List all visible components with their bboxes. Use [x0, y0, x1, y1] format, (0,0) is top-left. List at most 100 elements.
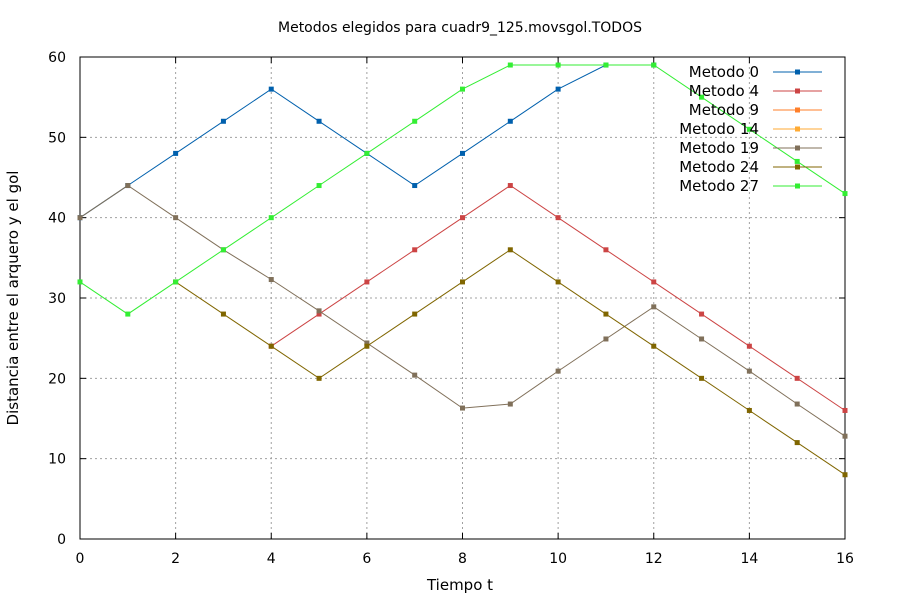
series-6 [173, 247, 848, 478]
data-point [794, 440, 800, 446]
y-tick-label: 40 [48, 211, 66, 227]
data-point [651, 62, 657, 68]
x-tick-label: 2 [171, 551, 180, 567]
data-point [507, 62, 513, 68]
data-point [651, 343, 657, 349]
legend-swatch-marker [795, 69, 800, 75]
legend-label: Metodo 19 [679, 139, 759, 157]
data-point [77, 215, 83, 221]
data-point [173, 279, 179, 285]
legend-label: Metodo 9 [689, 101, 759, 119]
data-point [316, 311, 322, 317]
data-point [507, 401, 513, 407]
data-point [268, 86, 274, 92]
data-point [555, 215, 561, 221]
data-point [364, 279, 370, 285]
data-point [699, 311, 705, 317]
x-axis-ticks: 0 2 4 6 8 10 12 14 16 [76, 57, 854, 567]
x-tick-label: 4 [267, 551, 276, 567]
data-point [316, 183, 322, 189]
legend-swatch-marker [795, 183, 800, 189]
data-point [412, 372, 418, 378]
data-point [842, 433, 848, 439]
data-point [842, 407, 848, 413]
data-point [555, 62, 561, 68]
data-point [460, 86, 465, 92]
series-line [175, 249, 846, 476]
data-point [507, 247, 513, 253]
data-point [746, 407, 752, 413]
data-point [125, 183, 131, 189]
legend-label: Metodo 14 [679, 120, 759, 138]
data-point [603, 311, 609, 317]
x-tick-label: 12 [645, 551, 663, 567]
data-point [460, 279, 465, 285]
y-tick-label: 0 [57, 532, 66, 548]
data-point [507, 118, 513, 124]
data-point [173, 215, 179, 221]
data-point [268, 343, 274, 349]
data-point [220, 118, 226, 124]
series-5 [77, 183, 848, 439]
y-tick-label: 50 [48, 130, 66, 146]
data-point [746, 343, 752, 349]
data-point [699, 336, 705, 342]
x-tick-label: 10 [549, 551, 567, 567]
data-point [316, 308, 322, 314]
data-point [794, 375, 800, 381]
data-point [603, 336, 609, 342]
x-tick-label: 0 [76, 551, 85, 567]
data-point [412, 311, 418, 317]
data-point [125, 311, 131, 317]
data-point [746, 368, 752, 374]
x-tick-label: 6 [362, 551, 371, 567]
data-point [746, 126, 752, 132]
legend-label: Metodo 27 [679, 177, 759, 195]
data-point [460, 215, 465, 221]
series-7 [77, 62, 848, 317]
legend-label: Metodo 24 [679, 158, 759, 176]
data-point [794, 158, 800, 164]
data-point [220, 311, 226, 317]
data-point [603, 247, 609, 253]
legend-swatch-marker [795, 126, 800, 132]
data-point [173, 150, 179, 156]
data-point [699, 94, 705, 100]
grid-lines [80, 57, 845, 539]
y-tick-label: 60 [48, 50, 66, 66]
y-axis-label: Distancia entre el arquero y el gol [4, 171, 22, 426]
data-point [412, 118, 418, 124]
legend-swatch-marker [795, 88, 800, 94]
data-point [699, 375, 705, 381]
series-1 [77, 62, 657, 221]
data-point [316, 375, 322, 381]
legend-label: Metodo 0 [689, 63, 759, 81]
data-point [842, 472, 848, 478]
x-tick-label: 14 [740, 551, 758, 567]
data-point [460, 150, 465, 156]
x-tick-label: 16 [836, 551, 854, 567]
y-axis-ticks: 0 10 20 30 40 50 60 [48, 50, 845, 548]
chart-title: Metodos elegidos para cuadr9_125.movsgol… [278, 20, 642, 36]
data-point [364, 340, 370, 346]
legend-swatch-marker [795, 107, 800, 113]
data-point [651, 279, 657, 285]
data-point [316, 118, 322, 124]
y-tick-label: 30 [48, 291, 66, 307]
data-point [220, 247, 226, 253]
legend-swatch-marker [795, 164, 800, 170]
data-point [555, 86, 561, 92]
data-point [364, 150, 370, 156]
data-point [412, 247, 418, 253]
data-point [268, 215, 274, 221]
y-tick-label: 20 [48, 371, 66, 387]
data-point [77, 279, 83, 285]
legend-swatch-marker [795, 145, 800, 151]
legend-label: Metodo 4 [689, 82, 759, 100]
data-point [794, 401, 800, 407]
series-group [77, 62, 848, 478]
data-point [842, 191, 848, 197]
data-point [555, 279, 561, 285]
